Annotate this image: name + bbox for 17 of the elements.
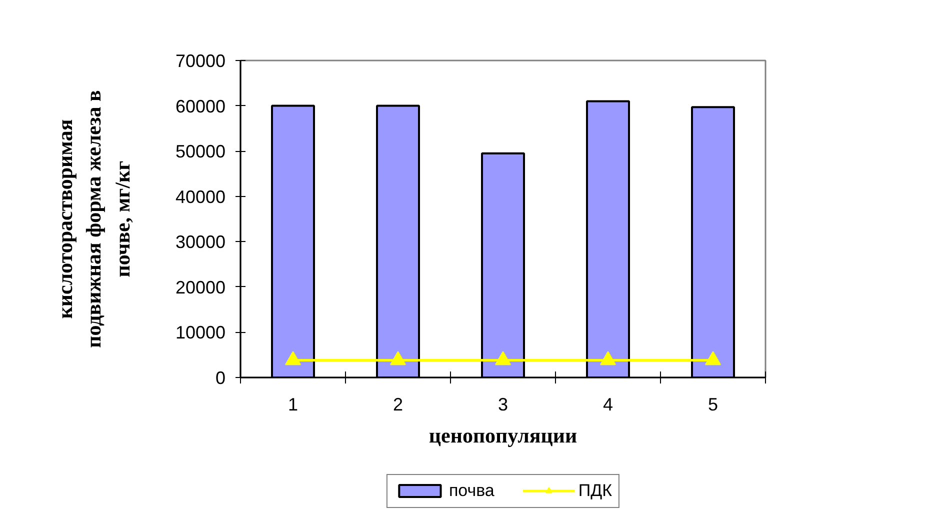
y-tick-label: 70000 (175, 51, 226, 71)
x-tick-label: 5 (708, 394, 718, 414)
x-axis-title: ценопопуляции (428, 424, 578, 448)
y-tick-label: 0 (215, 368, 226, 388)
y-tick-label: 50000 (175, 142, 226, 162)
y-tick-label: 10000 (175, 322, 226, 343)
y-tick-label: 60000 (175, 96, 226, 116)
x-tick-label: 2 (392, 394, 404, 414)
y-tick-label: 20000 (175, 277, 226, 298)
legend-label: ПДК (578, 480, 612, 500)
x-tick-label: 3 (498, 394, 508, 414)
x-tick-label: 4 (602, 394, 614, 414)
y-axis-title: кислоторастворимая подвижная форма железа в почве, мг/кг (52, 90, 134, 348)
x-tick-label: 1 (288, 394, 298, 414)
y-tick-label: 40000 (175, 186, 226, 207)
legend-label: почва (448, 480, 494, 500)
y-tick-label: 30000 (175, 232, 226, 252)
